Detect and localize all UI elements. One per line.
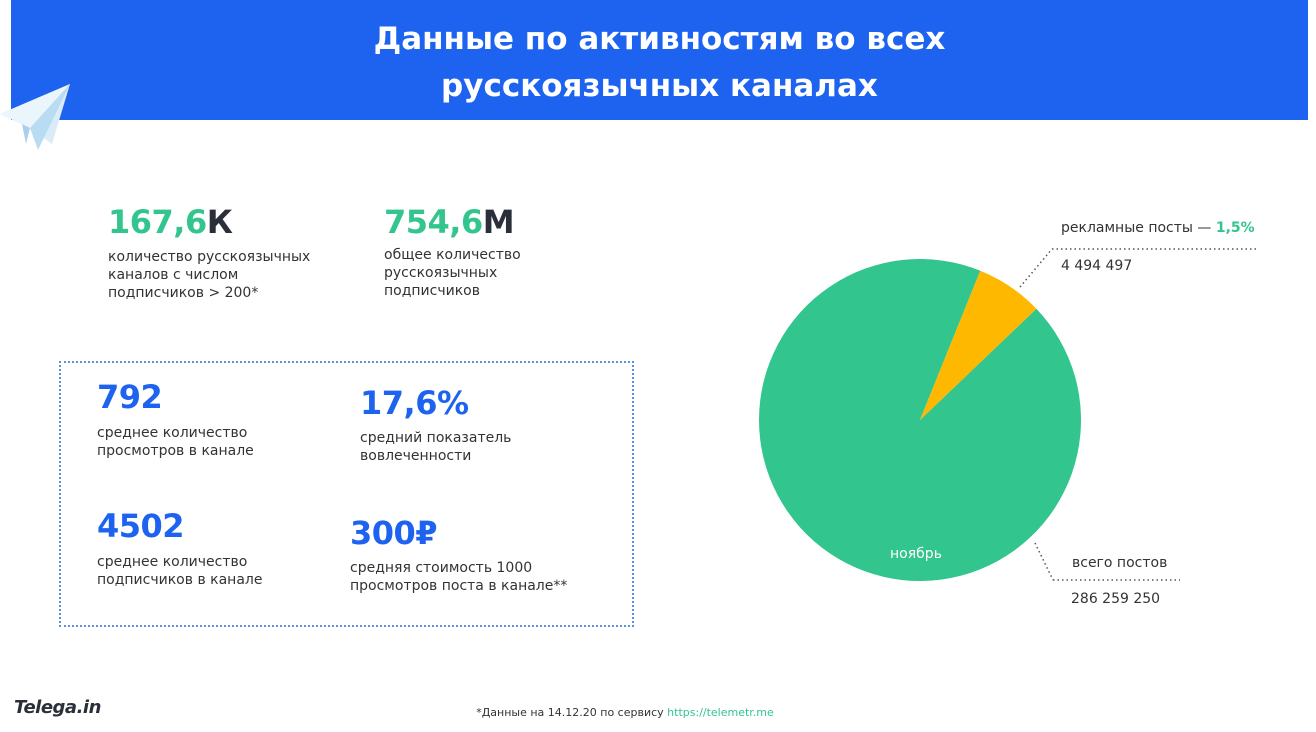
stat-channels-suffix: К: [206, 203, 233, 241]
stat-channels-count: 167,6К количество русскоязычных каналов …: [108, 206, 310, 302]
telega-logo: Telega.in: [14, 697, 101, 718]
footer-note: *Данные на 14.12.20 по сервису https://t…: [476, 706, 774, 719]
stat-avg-subscribers-value: 4502: [97, 507, 185, 545]
page-title-line2: русскоязычных каналах: [441, 68, 878, 104]
stat-avg-views: 792 среднее количество просмотров в кана…: [97, 381, 254, 460]
stat-engagement: 17,6% средний показатель вовлеченности: [360, 387, 511, 465]
stat-avg-subscribers-desc-line: среднее количество: [97, 554, 248, 570]
page-title-line1: Данные по активностям во всех: [373, 21, 946, 57]
pie-slice-label-november: ноябрь: [890, 546, 942, 562]
telegram-plane-icon: [0, 84, 70, 150]
callout-line-ad: [1019, 248, 1053, 288]
stats-box: [59, 361, 634, 627]
stat-subscribers-suffix: М: [482, 203, 515, 241]
stat-subscribers-value: 754,6: [384, 203, 483, 241]
stat-subscribers-desc-line: подписчиков: [384, 283, 480, 299]
callout-ad-percent: 1,5%: [1215, 220, 1255, 236]
callout-ad-label: рекламные посты — 1,5%: [1061, 220, 1255, 236]
pie-slice-ad-posts: [920, 270, 1037, 420]
stat-engagement-value: 17,6%: [360, 384, 469, 422]
stat-avg-views-desc-line: среднее количество: [97, 425, 248, 441]
stat-cpm-value: 300₽: [350, 514, 438, 552]
stat-subscribers-desc-line: русскоязычных: [384, 265, 498, 281]
callout-line-total: [1034, 542, 1054, 581]
callout-total-label: всего постов: [1072, 555, 1168, 571]
telemetr-link[interactable]: https://telemetr.me: [667, 706, 774, 719]
stat-avg-views-desc-line: просмотров в канале: [97, 443, 254, 459]
header-banner: Данные по активностям во всех русскоязыч…: [11, 0, 1308, 120]
stat-avg-views-value: 792: [97, 378, 163, 416]
stat-channels-desc-line: каналов с числом: [108, 267, 239, 283]
stat-subscribers-total: 754,6М общее количество русскоязычных по…: [384, 206, 521, 300]
stat-engagement-desc-line: вовлеченности: [360, 448, 472, 464]
stat-cpm-desc-line: средняя стоимость 1000: [350, 560, 533, 576]
stat-cpm-desc-line: просмотров поста в канале**: [350, 578, 568, 594]
stat-engagement-desc-line: средний показатель: [360, 430, 512, 446]
stat-subscribers-desc-line: общее количество: [384, 247, 521, 263]
stat-channels-desc-line: подписчиков > 200*: [108, 285, 259, 301]
stat-avg-subscribers-desc-line: подписчиков в канале: [97, 572, 263, 588]
stat-avg-subscribers: 4502 среднее количество подписчиков в ка…: [97, 510, 262, 589]
callout-ad-value: 4 494 497: [1061, 258, 1133, 274]
stat-cpm: 300₽ средняя стоимость 1000 просмотров п…: [350, 517, 567, 595]
callout-total-value: 286 259 250: [1071, 591, 1161, 607]
stat-channels-desc-line: количество русскоязычных: [108, 249, 311, 265]
stat-channels-value: 167,6: [108, 203, 207, 241]
